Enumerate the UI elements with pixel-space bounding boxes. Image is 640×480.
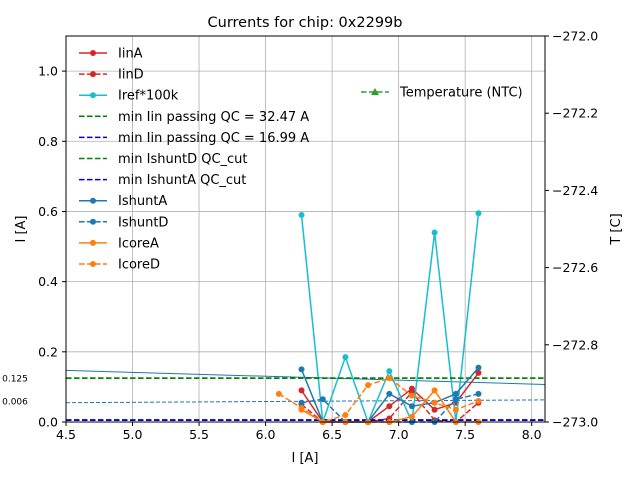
legend-temperature: Temperature (NTC) — [361, 86, 523, 101]
legend-entry-3: min Iin passing QC = 32.47 A — [79, 110, 309, 125]
legend-entry-5: min IshuntD QC_cut — [79, 152, 248, 167]
legend-label-10: IcoreD — [118, 258, 160, 273]
y2-tick-label-0: −273.0 — [552, 415, 598, 430]
legend2-marker-0 — [371, 88, 379, 95]
x-axis-label: I [A] — [291, 451, 318, 466]
series-10-point-7 — [431, 399, 438, 406]
series-10-point-3 — [342, 411, 349, 418]
legend-entry-0: IinA — [79, 47, 143, 62]
series-8-point-1 — [319, 396, 326, 403]
legend-label-9: IcoreA — [118, 236, 159, 251]
x-tick-label-0: 4.5 — [56, 427, 76, 442]
y-tick-label-5: 1.0 — [38, 64, 58, 79]
series-0-point-4 — [386, 403, 393, 410]
annotation-1: 0.006 — [2, 397, 28, 407]
x-tick-label-4: 6.5 — [322, 427, 342, 442]
legend-entry-9: IcoreA — [79, 236, 159, 251]
legend-entry-10: IcoreD — [79, 258, 160, 273]
x-tick-label-1: 5.0 — [123, 427, 143, 442]
annotation-0: 0.125 — [2, 375, 28, 385]
series-10 — [275, 375, 482, 425]
legend2-entry-0: Temperature (NTC) — [361, 86, 523, 101]
legend-entry-2: Iref*100k — [79, 89, 179, 104]
series-2-point-4 — [386, 368, 393, 375]
plot-frame — [65, 35, 546, 423]
legend-label-7: IshuntA — [118, 194, 167, 209]
y-tick-label-2: 0.4 — [38, 274, 58, 289]
y-tick-label-0: 0.0 — [38, 415, 58, 430]
series-line-10 — [278, 377, 479, 423]
series-7-point-8 — [475, 364, 482, 371]
series-7-point-4 — [386, 390, 393, 397]
legend-entry-4: min Iin passing QC = 16.99 A — [79, 131, 309, 146]
series-10-point-8 — [452, 406, 459, 413]
series-8-point-8 — [475, 390, 482, 397]
series-0-point-8 — [475, 369, 482, 376]
x-tick-label-7: 8.0 — [522, 427, 542, 442]
legend-entry-8: IshuntD — [79, 215, 168, 230]
series-9-point-6 — [431, 387, 438, 394]
legend: IinA IinD Iref*100k min Iin passing QC = 32… — [79, 47, 309, 273]
series-7-point-7 — [452, 390, 459, 397]
series-2-point-8 — [475, 210, 482, 217]
y-axis-left: 0.0 0.2 0.4 0.6 0.8 1.0 — [38, 64, 66, 430]
y-tick-label-3: 0.6 — [38, 204, 58, 219]
series-8-point-0 — [298, 399, 305, 406]
legend-marker-10 — [90, 261, 96, 267]
y2-tick-label-3: −272.4 — [552, 183, 598, 198]
series-10-point-6 — [408, 392, 415, 399]
legend-label-6: min IshuntA QC_cut — [118, 173, 246, 188]
legend-label-4: min Iin passing QC = 16.99 A — [118, 131, 309, 146]
legend-marker-2 — [90, 92, 96, 99]
y-axis-label: I [A] — [14, 215, 29, 242]
legend-label-5: min IshuntD QC_cut — [118, 152, 248, 167]
x-tick-label-6: 7.5 — [455, 427, 475, 442]
x-tick-label-2: 5.5 — [189, 427, 209, 442]
series-2-point-0 — [298, 211, 305, 218]
series-10-point-9 — [475, 397, 482, 404]
series-2-point-6 — [431, 229, 438, 236]
y2-tick-label-1: −272.8 — [552, 337, 598, 352]
y2-axis-label: T [C] — [609, 213, 624, 245]
legend2-label-0: Temperature (NTC) — [399, 86, 523, 101]
legend-marker-1 — [90, 71, 96, 78]
y-axis-right: −273.0 −272.8 −272.6 −272.4 −272.2 −272.0 — [545, 29, 598, 430]
series-9-point-5 — [408, 413, 415, 420]
legend-marker-8 — [90, 218, 96, 225]
series-7-point-0 — [298, 366, 305, 373]
y-tick-label-4: 0.8 — [38, 134, 58, 149]
legend-marker-0 — [90, 50, 96, 56]
x-tick-label-3: 6.0 — [256, 427, 276, 442]
chart-title: Currents for chip: 0x2299b — [208, 15, 403, 31]
x-axis: 4.5 5.0 5.5 6.0 6.5 7.0 7.5 8.0 — [56, 422, 542, 442]
series-10-point-5 — [386, 375, 393, 382]
y2-tick-label-5: −272.0 — [552, 29, 598, 44]
series-2-point-2 — [342, 354, 349, 361]
legend-label-8: IshuntD — [118, 215, 168, 230]
series-0-point-6 — [431, 406, 438, 413]
legend-entry-1: IinD — [79, 68, 144, 83]
series-0-point-0 — [298, 387, 305, 394]
series-10-point-4 — [365, 382, 372, 389]
y2-tick-label-4: −272.2 — [552, 106, 598, 121]
legend-marker-9 — [90, 239, 96, 246]
annotations: 0.125 0.006 — [2, 375, 28, 408]
legend-label-2: Iref*100k — [118, 89, 179, 104]
y2-tick-label-2: −272.6 — [552, 260, 598, 275]
x-tick-label-5: 7.0 — [389, 427, 409, 442]
series-10-point-1 — [298, 404, 305, 411]
y-tick-label-1: 0.2 — [38, 344, 58, 359]
legend-label-0: IinA — [118, 47, 143, 62]
series-7-point-5 — [408, 403, 415, 410]
grid — [65, 36, 545, 423]
legend-label-3: min Iin passing QC = 32.47 A — [118, 110, 309, 125]
legend-entry-6: min IshuntA QC_cut — [79, 173, 246, 188]
series-10-point-0 — [275, 390, 282, 397]
legend-entry-7: IshuntA — [79, 194, 167, 209]
series-8-point-7 — [452, 396, 459, 403]
fit-line-1 — [65, 399, 546, 404]
legend-marker-7 — [90, 197, 96, 204]
legend-label-1: IinD — [118, 68, 144, 83]
